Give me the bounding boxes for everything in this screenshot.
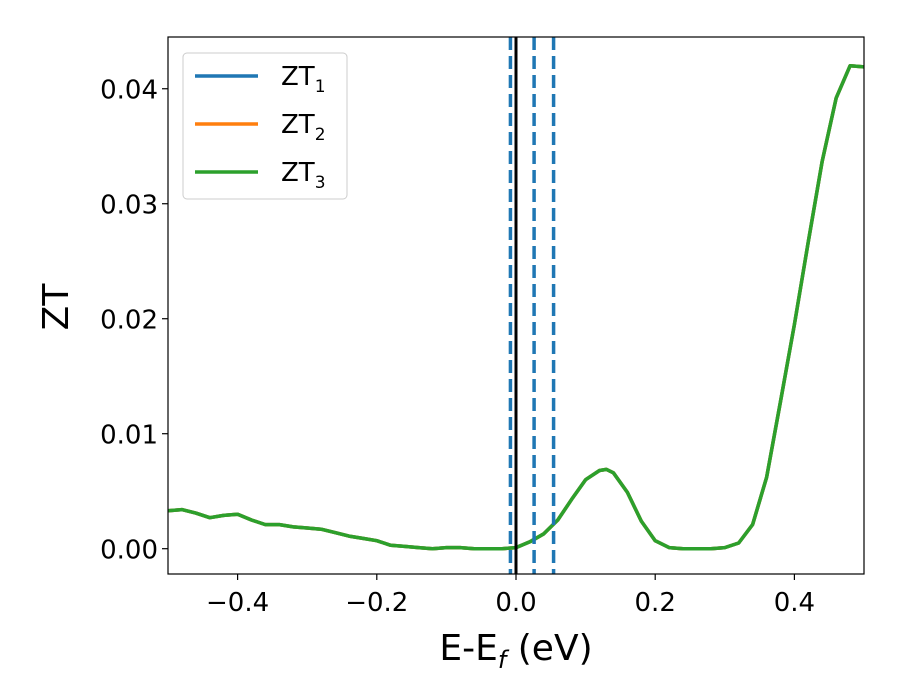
y-tick-label: 0.01	[100, 421, 158, 451]
x-tick-label: −0.4	[206, 588, 269, 618]
y-axis: 0.00 0.01 0.02 0.03 0.04	[100, 76, 168, 566]
legend: ZT1 ZT2 ZT3	[182, 52, 348, 200]
legend-label-zt2: ZT2	[281, 110, 326, 145]
legend-box	[182, 52, 348, 200]
x-tick-label: 0.0	[495, 588, 536, 618]
y-axis-label: ZT	[36, 283, 77, 331]
x-axis-label: E-Ef (eV)	[439, 628, 592, 674]
x-tick-label: −0.2	[345, 588, 408, 618]
plot-area	[167, 36, 865, 575]
x-tick-label: 0.2	[635, 588, 676, 618]
y-tick-label: 0.00	[100, 536, 158, 566]
y-tick-label: 0.03	[100, 191, 158, 221]
legend-label-zt3: ZT3	[281, 158, 326, 193]
y-tick-label: 0.02	[100, 306, 158, 336]
legend-label-zt1: ZT1	[281, 62, 326, 97]
series-line-zt3	[168, 63, 864, 551]
y-tick-label: 0.04	[100, 76, 158, 106]
x-tick-label: 0.4	[774, 588, 815, 618]
x-axis: −0.4 −0.2 0.0 0.2 0.4	[206, 574, 815, 618]
